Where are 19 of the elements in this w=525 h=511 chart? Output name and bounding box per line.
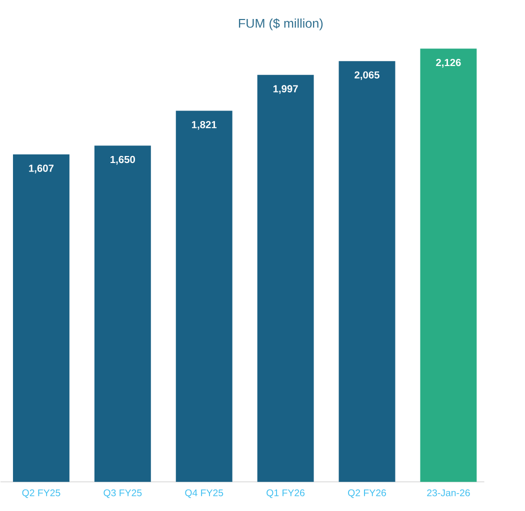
data-label: 2,065 — [354, 71, 380, 80]
data-label: 1,650 — [110, 156, 135, 165]
chart-title: FUM ($ million) — [238, 18, 323, 30]
bar — [257, 74, 314, 482]
bar — [176, 110, 232, 482]
data-label: 1,607 — [29, 164, 54, 174]
x-tick-label: Q1 FY26 — [266, 489, 305, 498]
bar — [94, 146, 151, 482]
data-label: 1,821 — [192, 121, 217, 130]
bar — [12, 154, 70, 482]
x-tick-label: 23-Jan-26 — [427, 489, 470, 496]
x-tick-label: Q2 FY25 — [22, 489, 60, 498]
bar — [338, 61, 396, 482]
data-label: 1,997 — [273, 85, 298, 94]
bar — [420, 48, 477, 482]
x-tick-label: Q3 FY25 — [104, 489, 142, 498]
x-tick-label: Q2 FY26 — [348, 489, 386, 498]
x-tick-label: Q4 FY25 — [185, 489, 224, 498]
data-label: 2,126 — [436, 58, 461, 68]
